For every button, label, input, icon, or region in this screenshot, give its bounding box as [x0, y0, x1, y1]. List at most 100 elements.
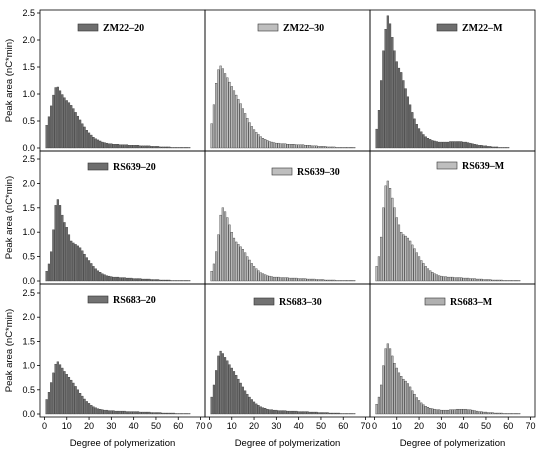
bar	[94, 138, 97, 149]
bar	[498, 412, 501, 415]
bar	[281, 143, 285, 149]
bar	[382, 50, 385, 149]
panel-zm22-30: ZM22–30	[204, 9, 371, 152]
bar	[217, 234, 220, 282]
bar	[395, 367, 398, 415]
y-axis-label: Peak area (nC*min)	[4, 39, 15, 122]
bar	[431, 140, 434, 149]
bar	[226, 217, 229, 282]
bar	[266, 408, 269, 415]
bar	[74, 244, 77, 282]
bar	[346, 147, 349, 149]
bar	[328, 146, 331, 149]
bar	[449, 141, 452, 149]
bar	[52, 94, 55, 149]
x-tick-label: 0	[42, 421, 47, 431]
bar	[467, 142, 470, 149]
bar	[304, 411, 307, 415]
bar	[293, 410, 296, 415]
bar	[411, 244, 414, 282]
bar	[54, 87, 57, 149]
bar	[270, 141, 273, 149]
bar	[221, 353, 224, 415]
bar	[469, 278, 472, 282]
legend-swatch	[257, 23, 279, 32]
bar	[264, 408, 267, 415]
bar	[215, 251, 218, 282]
bar	[326, 279, 329, 282]
bar	[487, 279, 490, 282]
bar	[219, 65, 222, 149]
bar	[232, 90, 236, 149]
bar-series	[210, 207, 356, 282]
bar	[123, 277, 126, 282]
bar	[63, 97, 66, 149]
bar	[406, 96, 409, 149]
x-tick-label: 40	[459, 421, 469, 431]
bar	[435, 141, 438, 149]
bar	[83, 253, 86, 282]
bar	[424, 406, 427, 415]
bar	[163, 146, 166, 149]
bar	[181, 147, 184, 149]
bar	[47, 263, 50, 282]
bar	[471, 278, 474, 282]
bar	[326, 146, 329, 149]
bar	[315, 279, 318, 282]
bar	[420, 402, 423, 415]
bar	[286, 144, 289, 149]
bar	[210, 271, 213, 282]
bar	[451, 409, 454, 415]
bar	[380, 80, 383, 149]
bar	[252, 129, 256, 149]
bar	[58, 205, 62, 282]
bar	[237, 99, 240, 149]
bar	[473, 144, 476, 149]
bar	[317, 146, 320, 149]
bar	[295, 277, 298, 282]
bar	[212, 104, 215, 149]
bar	[141, 411, 144, 415]
bar	[275, 409, 278, 415]
bar	[70, 105, 73, 149]
bar	[279, 277, 282, 282]
x-axis-label: Degree of polymerization	[400, 438, 506, 449]
legend-label: ZM22–30	[283, 23, 324, 34]
bar	[451, 141, 454, 149]
bar	[172, 412, 175, 415]
bar	[353, 147, 356, 149]
bar	[163, 412, 166, 415]
bar	[166, 412, 169, 415]
bar	[326, 412, 329, 415]
bar	[388, 188, 392, 282]
bar	[145, 411, 149, 415]
bar	[114, 144, 117, 149]
bar	[491, 279, 494, 282]
bar	[159, 146, 162, 149]
bar	[409, 386, 412, 415]
bar	[333, 146, 336, 149]
bar	[261, 273, 265, 282]
bar	[273, 142, 276, 149]
bar	[268, 275, 271, 282]
legend-label: RS683–M	[450, 297, 493, 308]
bar	[306, 411, 309, 415]
bar	[409, 240, 412, 282]
bar	[161, 146, 164, 149]
bar	[152, 279, 155, 282]
bar	[413, 118, 416, 149]
bar	[333, 412, 336, 415]
panel-rs639-30: RS639–30	[204, 150, 371, 285]
bar	[47, 392, 50, 415]
legend-label: ZM22–20	[103, 23, 144, 34]
panel-zm22-m: ZM22–M	[369, 9, 536, 152]
bar	[313, 411, 316, 415]
y-axis-label: Peak area (nC*min)	[4, 176, 15, 259]
bar	[219, 350, 222, 415]
bar	[277, 142, 280, 149]
y-tick-label: 2.0	[22, 312, 35, 322]
bar	[455, 408, 459, 415]
bar	[76, 115, 79, 149]
bar	[266, 275, 269, 282]
